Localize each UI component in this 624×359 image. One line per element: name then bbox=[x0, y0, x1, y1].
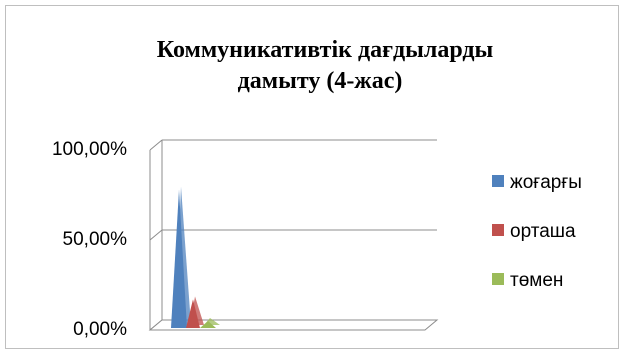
chart-title-line-1: Коммуникативтік дағдыларды bbox=[157, 37, 494, 63]
y-tick-label: 50,00% bbox=[63, 229, 128, 250]
legend-swatch-ortasha bbox=[492, 224, 504, 236]
grid-layer bbox=[148, 139, 439, 331]
legend-label-ortasha: орташа bbox=[510, 221, 576, 242]
y-tick-label: 100,00% bbox=[52, 139, 127, 160]
legend-swatch-zhogargy bbox=[492, 175, 504, 187]
series-mark bbox=[200, 321, 216, 328]
series-mark bbox=[186, 299, 200, 328]
y-tick-label: 0,00% bbox=[73, 319, 127, 340]
gridline-depth bbox=[149, 139, 163, 151]
gridline-depth bbox=[149, 229, 163, 241]
chart-title-line-2: дамыту (4-жас) bbox=[238, 68, 403, 94]
y-axis-tick-labels: 0,00% 50,00% 100,00% bbox=[52, 139, 127, 340]
chart-border bbox=[5, 5, 619, 349]
series-mark bbox=[171, 189, 187, 328]
series-layer bbox=[171, 186, 220, 328]
legend-label-tomen: төмен bbox=[510, 270, 563, 291]
legend: жоғарғы орташа төмен bbox=[492, 172, 582, 291]
floor-plane bbox=[148, 319, 439, 331]
legend-label-zhogargy: жоғарғы bbox=[510, 172, 582, 193]
legend-swatch-tomen bbox=[492, 273, 504, 285]
